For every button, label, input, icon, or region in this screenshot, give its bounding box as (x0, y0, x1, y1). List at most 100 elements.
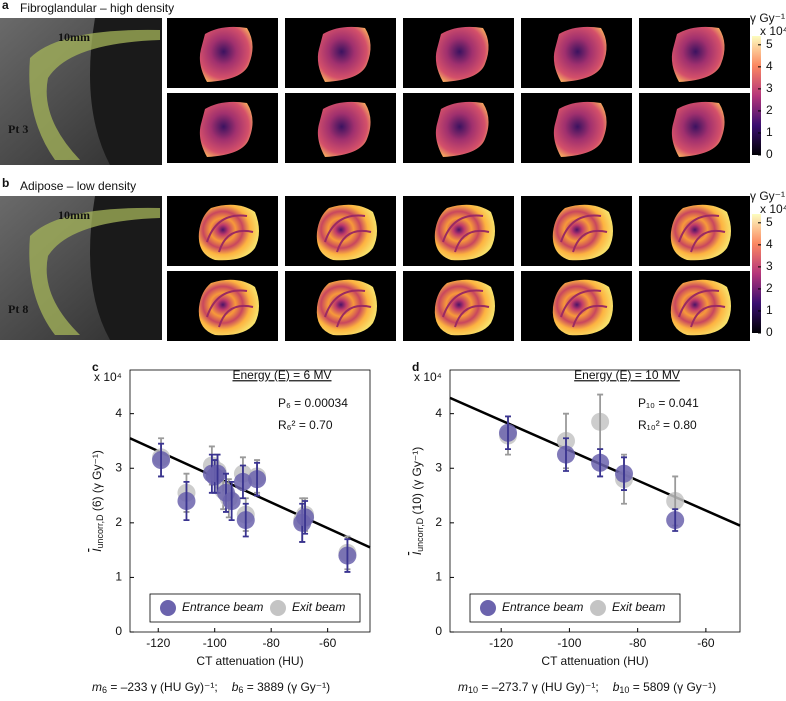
fit-equation: m10 = –273.7 γ (HU Gy)⁻¹; b10 = 5809 (γ G… (458, 680, 716, 695)
heatmap-blob (435, 26, 489, 82)
panel-title: Fibroglandular – high density (20, 1, 174, 15)
heatmap-blob (317, 26, 371, 82)
heatmap-blob (553, 26, 607, 82)
heatmap-fill (670, 279, 731, 336)
legend-box (469, 593, 681, 623)
error-bar (505, 415, 511, 451)
heatmap-blob (316, 279, 377, 336)
heatmap-blob (434, 204, 495, 261)
heatmap-ring (324, 289, 372, 328)
colorbar-tick-label: 3 (766, 81, 773, 95)
colorbar-label: γ Gy⁻¹ (750, 11, 785, 25)
y-label-rest: (6) (γ Gy⁻¹) (90, 450, 104, 514)
error-bar (344, 538, 351, 573)
x-axis-label: CT attenuation (HU) (541, 654, 648, 668)
heatmap-fill (199, 26, 253, 82)
eq-b: b (613, 680, 620, 694)
x-tick-label: -120 (489, 636, 513, 650)
y-tick-label: 2 (115, 515, 122, 529)
colorbar-tick-label: 4 (766, 59, 773, 73)
colorbar-multiplier: x 10⁴ (760, 202, 786, 216)
heatmap-blob (199, 101, 253, 157)
plot-frame (129, 369, 371, 633)
eq-b-text: = 5809 (γ Gy⁻¹) (629, 680, 716, 694)
x-axis-label: CT attenuation (HU) (196, 654, 303, 668)
heatmap-fill (198, 279, 259, 336)
x-tick-label: -100 (557, 636, 581, 650)
legend-label: Entrance beam (182, 600, 263, 614)
breast-contour (29, 29, 161, 160)
heatmap-blob (670, 279, 731, 336)
panel-letter: a (2, 0, 9, 12)
heatmap-fill (434, 279, 495, 336)
y-tick-label: 2 (435, 515, 442, 529)
heatmap-fill (317, 26, 371, 82)
heatmap-blob (316, 204, 377, 261)
error-bar (597, 448, 604, 478)
colorbar-tick-label: 1 (766, 125, 773, 139)
error-bar (239, 464, 246, 500)
legend-label: Entrance beam (502, 600, 583, 614)
heatmap-blob (198, 204, 259, 261)
heatmap-fill (552, 204, 613, 261)
x-tick-label: -100 (203, 636, 227, 650)
error-bar (621, 456, 627, 491)
y-label-main: I (90, 548, 104, 552)
stat-text: P₁₀ = 0.041 (638, 396, 699, 410)
stat-text: P₆ = 0.00034 (278, 396, 348, 410)
heatmap-fill (435, 101, 489, 157)
eq-b-text: = 3889 (γ Gy⁻¹) (243, 680, 330, 694)
colorbar (752, 214, 761, 333)
colorbar-tick-label: 1 (766, 303, 773, 317)
y-tick-label: 0 (435, 624, 442, 638)
y-axis-label: Iuncorr,D (6) (γ Gy⁻¹) (90, 450, 105, 552)
x-tick-label: -80 (629, 636, 647, 650)
colorbar (752, 36, 761, 155)
error-bar (254, 461, 261, 497)
y-tick-label: 4 (115, 406, 122, 420)
panel-letter: c (92, 360, 99, 374)
x-tick-label: -60 (697, 636, 715, 650)
heatmap-fill (670, 204, 731, 261)
heatmap-blob (553, 101, 607, 157)
eq-m-sub: 6 (102, 685, 107, 695)
ct-body (90, 196, 162, 340)
colorbar-tick-label: 4 (766, 237, 773, 251)
plot-frame (449, 369, 741, 633)
chart-title: Energy (E) = 6 MV (232, 368, 331, 382)
patient-label: Pt 8 (8, 302, 28, 316)
heatmap-blob (317, 101, 371, 157)
heatmap-fill (552, 279, 613, 336)
eq-m-text: = –273.7 γ (HU Gy)⁻¹; (478, 680, 599, 694)
eq-m: m (92, 680, 102, 694)
stat-text: R₁₀² = 0.80 (638, 418, 697, 432)
colorbar-tick-label: 0 (766, 147, 773, 161)
error-bar (672, 508, 679, 532)
heatmap-ring (560, 214, 608, 253)
error-bar (228, 480, 235, 522)
heatmap-fill (671, 26, 725, 82)
x-tick-label: -120 (146, 636, 170, 650)
error-bar (158, 442, 165, 478)
scale-label: 10mm (58, 208, 90, 222)
x-tick-label: -60 (319, 636, 337, 650)
heatmap-ring (324, 214, 372, 253)
heatmap-fill (671, 101, 725, 157)
patient-label: Pt 3 (8, 122, 28, 136)
y-axis-label: Iuncorr,D (10) (γ Gy⁻¹) (410, 447, 425, 555)
error-bar (242, 502, 249, 538)
error-bar (302, 500, 309, 535)
x-tick-label: -80 (263, 636, 281, 650)
heatmap-fill (317, 101, 371, 157)
colorbar-tick-label: 5 (766, 215, 773, 229)
legend-swatch (590, 600, 606, 616)
eq-b-sub: 10 (619, 685, 629, 695)
heatmap-fill (553, 101, 607, 157)
heatmap-fill (199, 101, 253, 157)
eq-m: m (458, 680, 468, 694)
y-tick-label: 0 (115, 624, 122, 638)
panel-letter: d (412, 360, 419, 374)
y-tick-label: 1 (115, 570, 122, 584)
colorbar-tick-label: 3 (766, 259, 773, 273)
